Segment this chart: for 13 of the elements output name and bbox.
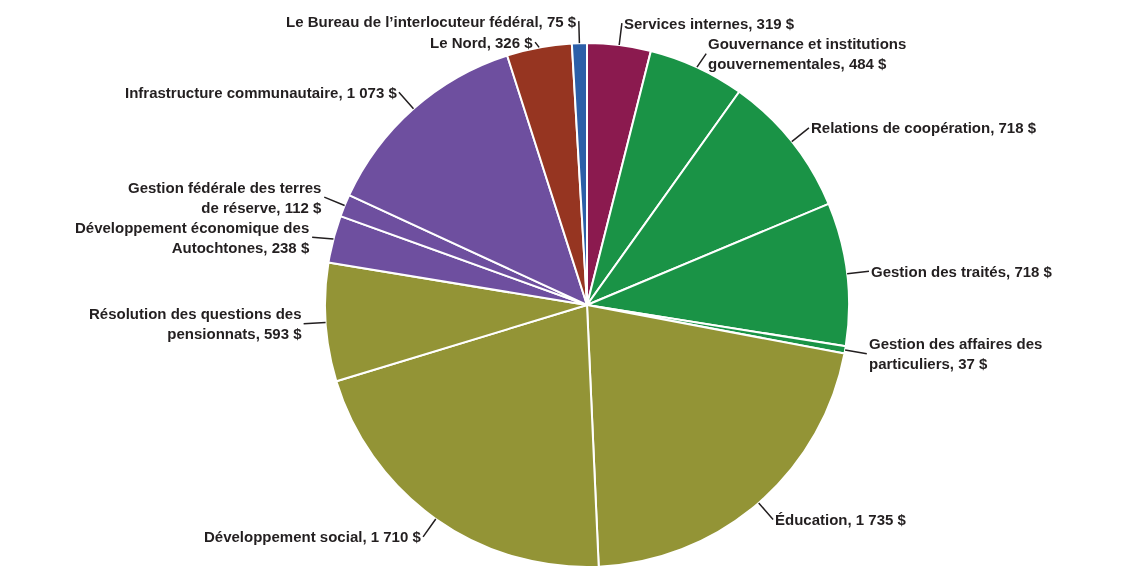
slice-label: Gestion des traités, 718 $ [871, 263, 1053, 280]
slice-label: Le Nord, 326 $ [430, 34, 534, 51]
slice-label: Gestion fédérale des terres de réserve, 112 $ [128, 179, 323, 216]
slice-label: Infrastructure communautaire, 1 073 $ [125, 84, 398, 101]
slice-label: Gestion des affaires des particuliers, 37 $ [869, 335, 1043, 372]
slice-label: Éducation, 1 735 $ [775, 511, 907, 528]
slice-label: Résolution des questions des pensionnats, 593 $ [89, 305, 303, 342]
slice-label: Développement économique des Autochtones, 238 $ [75, 219, 310, 256]
slice-label: Le Bureau de l’interlocuteur fédéral, 75 $ [286, 13, 577, 30]
slice-label: Développement social, 1 710 $ [204, 528, 422, 545]
slice-label: Services internes, 319 $ [624, 15, 795, 32]
slice-label: Relations de coopération, 718 $ [811, 119, 1037, 136]
slice-label: Gouvernance et institutions gouvernementales, 484 $ [708, 35, 907, 72]
